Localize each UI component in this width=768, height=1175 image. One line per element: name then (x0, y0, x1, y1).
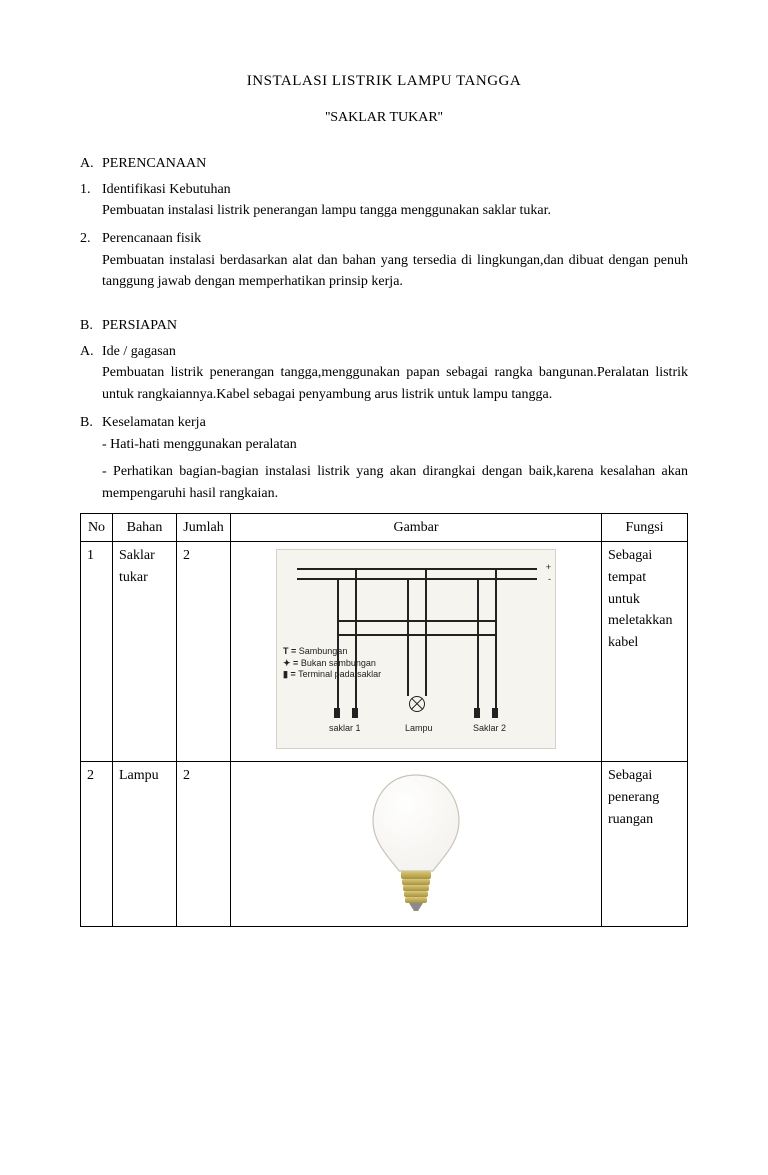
label-minus: - (548, 573, 551, 587)
cell-fungsi: Sebagai penerang ruangan (602, 762, 688, 927)
th-bahan: Bahan (113, 513, 177, 542)
materials-table: No Bahan Jumlah Gambar Fungsi 1 Saklar t… (80, 513, 688, 928)
table-row: 1 Saklar tukar 2 + - (81, 542, 688, 762)
cell-no: 2 (81, 762, 113, 927)
legend-text: Bukan sambungan (301, 658, 376, 668)
legend-text: Sambungan (299, 646, 348, 656)
item-title: Perencanaan fisik (102, 228, 201, 250)
label-lampu: Lampu (405, 722, 433, 736)
table-header-row: No Bahan Jumlah Gambar Fungsi (81, 513, 688, 542)
section-a-head: A. PERENCANAAN (80, 153, 688, 175)
item-marker: A. (80, 341, 102, 363)
legend-sym: T = (283, 646, 296, 656)
item-title: Ide / gagasan (102, 341, 176, 363)
legend-sym: ▮ = (283, 669, 296, 679)
item-marker: B. (80, 412, 102, 434)
page-title: INSTALASI LISTRIK LAMPU TANGGA (80, 70, 688, 93)
item-marker: 2. (80, 228, 102, 250)
section-a-marker: A. (80, 153, 102, 175)
cell-gambar: + - (231, 542, 602, 762)
bullet-item: - Perhatikan bagian-bagian instalasi lis… (102, 461, 688, 504)
legend-sym: ✦ = (283, 658, 298, 668)
section-b-marker: B. (80, 315, 102, 337)
page-subtitle: ''SAKLAR TUKAR'' (80, 107, 688, 129)
cell-fungsi: Sebagai tempat untuk meletakkan kabel (602, 542, 688, 762)
cell-bahan: Saklar tukar (113, 542, 177, 762)
th-gambar: Gambar (231, 513, 602, 542)
lamp-icon (409, 696, 425, 712)
list-item: B. Keselamatan kerja (80, 412, 688, 434)
label-saklar2: Saklar 2 (473, 722, 506, 736)
item-body: Pembuatan listrik penerangan tangga,meng… (102, 362, 688, 405)
cell-jumlah: 2 (177, 762, 231, 927)
section-b-title: PERSIAPAN (102, 315, 177, 337)
list-item: 2. Perencanaan fisik (80, 228, 688, 250)
th-jumlah: Jumlah (177, 513, 231, 542)
bullet-item: - Hati-hati menggunakan peralatan (102, 434, 688, 456)
section-a-title: PERENCANAAN (102, 153, 206, 175)
lightbulb-icon (361, 769, 471, 919)
legend-text: Terminal pada saklar (298, 669, 381, 679)
list-item: 1. Identifikasi Kebutuhan (80, 179, 688, 201)
cell-jumlah: 2 (177, 542, 231, 762)
label-saklar1: saklar 1 (329, 722, 361, 736)
circuit-diagram: + - (276, 549, 556, 749)
section-b-head: B. PERSIAPAN (80, 315, 688, 337)
table-row: 2 Lampu 2 (81, 762, 688, 927)
cell-bahan: Lampu (113, 762, 177, 927)
th-fungsi: Fungsi (602, 513, 688, 542)
item-marker: 1. (80, 179, 102, 201)
item-body: Pembuatan instalasi listrik penerangan l… (102, 200, 688, 222)
circuit-legend: T = Sambungan ✦ = Bukan sambungan ▮ = Te… (283, 646, 381, 680)
item-title: Keselamatan kerja (102, 412, 206, 434)
cell-no: 1 (81, 542, 113, 762)
item-title: Identifikasi Kebutuhan (102, 179, 231, 201)
th-no: No (81, 513, 113, 542)
item-body: Pembuatan instalasi berdasarkan alat dan… (102, 250, 688, 293)
cell-gambar (231, 762, 602, 927)
list-item: A. Ide / gagasan (80, 341, 688, 363)
